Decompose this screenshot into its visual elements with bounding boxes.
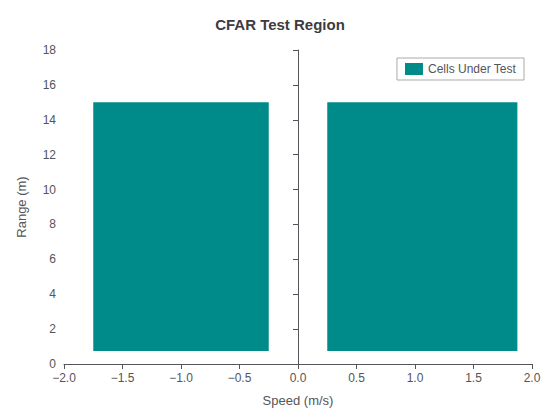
svg-text:12: 12 xyxy=(43,148,57,162)
svg-text:Speed (m/s): Speed (m/s) xyxy=(263,393,334,408)
svg-text:1.5: 1.5 xyxy=(465,371,482,385)
svg-text:−1.5: −1.5 xyxy=(111,371,135,385)
svg-text:1.0: 1.0 xyxy=(407,371,424,385)
svg-text:−1.0: −1.0 xyxy=(169,371,193,385)
svg-text:10: 10 xyxy=(43,183,57,197)
svg-text:CFAR Test Region: CFAR Test Region xyxy=(215,16,345,33)
svg-text:0.0: 0.0 xyxy=(290,371,307,385)
svg-text:−0.5: −0.5 xyxy=(228,371,252,385)
svg-text:Cells Under Test: Cells Under Test xyxy=(428,62,516,76)
svg-text:0.5: 0.5 xyxy=(348,371,365,385)
svg-text:−2.0: −2.0 xyxy=(52,371,76,385)
svg-text:2.0: 2.0 xyxy=(524,371,541,385)
svg-text:4: 4 xyxy=(49,287,56,301)
svg-text:2: 2 xyxy=(49,322,56,336)
svg-text:8: 8 xyxy=(49,217,56,231)
svg-text:0: 0 xyxy=(49,357,56,371)
svg-text:6: 6 xyxy=(49,252,56,266)
svg-text:16: 16 xyxy=(43,78,57,92)
svg-text:14: 14 xyxy=(43,113,57,127)
svg-text:18: 18 xyxy=(43,43,57,57)
svg-text:Range (m): Range (m) xyxy=(14,176,29,237)
